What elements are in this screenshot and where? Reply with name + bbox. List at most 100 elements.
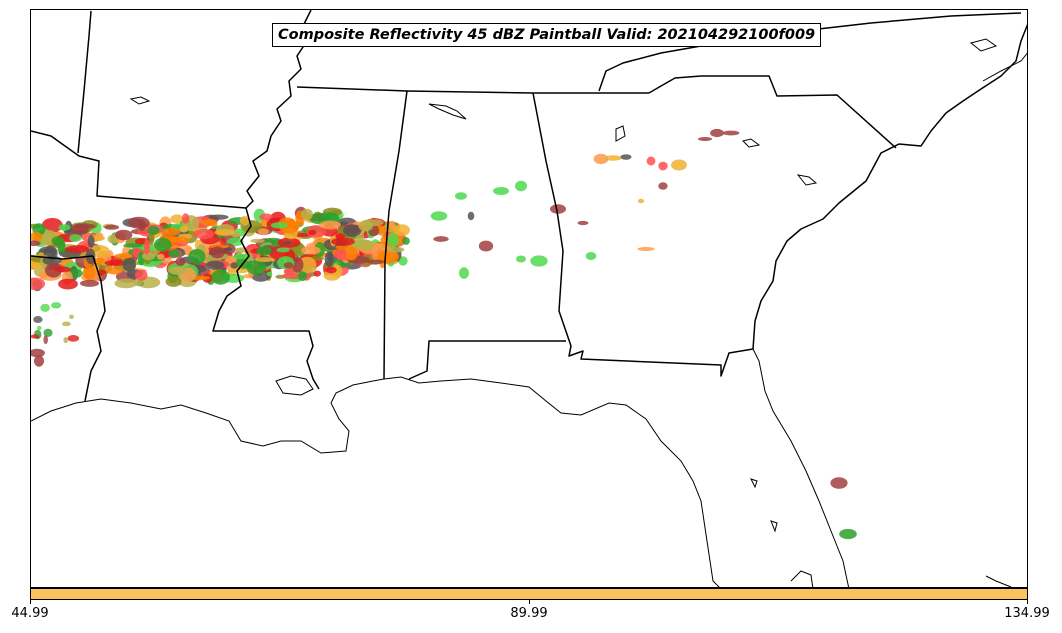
paintball-blob	[387, 232, 399, 248]
paintball-blob	[82, 265, 96, 281]
paintball-blob	[516, 255, 526, 263]
al-ga-border	[532, 92, 754, 377]
paintball-blob	[210, 246, 225, 259]
paintball-blob	[179, 225, 189, 233]
lake-fl-2	[770, 520, 778, 533]
paintball-blob	[205, 260, 225, 270]
paintball-blob	[40, 303, 50, 312]
paintball-blob	[122, 257, 136, 272]
paintball-blob	[593, 153, 609, 165]
colorbar-tick-label-1: 44.99	[11, 606, 49, 621]
paintball-blob	[671, 159, 687, 171]
paintball-blob	[710, 128, 724, 138]
paintball-blob	[493, 187, 509, 195]
state-borders	[31, 10, 1027, 402]
colorbar	[30, 588, 1028, 600]
paintball-blob	[839, 528, 857, 540]
colorbar-tick-3	[1027, 600, 1028, 604]
paintball-blob	[105, 266, 123, 275]
paintball-blob	[658, 161, 668, 171]
paintball-blob	[358, 220, 374, 232]
florida-peninsula-east	[752, 348, 850, 587]
map-canvas	[31, 10, 1027, 587]
paintball-blob	[331, 237, 355, 246]
paintball-blob	[325, 266, 337, 274]
paintball-blob	[637, 198, 645, 204]
paintball-blob	[270, 222, 288, 229]
paintball-blob	[143, 239, 150, 255]
paintball-blob	[333, 265, 343, 278]
paintball-blob	[165, 276, 182, 287]
paintball-blob	[168, 249, 181, 258]
lake-fl-1	[750, 478, 758, 489]
paintball-blob	[123, 243, 143, 248]
paintball-blob	[478, 240, 494, 252]
paintball-blob	[36, 325, 42, 331]
paintball-blob	[142, 251, 156, 261]
paintball-blob	[200, 219, 217, 226]
lake-al	[428, 103, 467, 120]
paintball-blob	[193, 228, 215, 239]
paintball-blob	[147, 225, 160, 235]
paintball-blob	[208, 214, 229, 220]
paintball-blob	[402, 237, 410, 245]
map-title: Composite Reflectivity 45 dBZ Paintball …	[272, 23, 822, 47]
paintball-blob	[301, 208, 313, 220]
paintball-blob	[39, 232, 55, 246]
la-west-border	[84, 255, 106, 402]
paintball-blob	[175, 257, 186, 266]
paintball-blob	[31, 334, 40, 339]
colorbar-tick-label-3: 134.99	[1004, 606, 1050, 621]
paintball-blob	[515, 180, 527, 192]
paintball-blob	[168, 266, 187, 275]
paintball-blob	[433, 236, 449, 242]
paintball-blob	[283, 262, 293, 269]
paintball-blob	[352, 239, 375, 251]
colorbar-tick-1	[30, 600, 31, 604]
paintball-blob	[386, 246, 405, 253]
colorbar-tick-label-2: 89.99	[510, 606, 548, 621]
paintball-blob	[266, 271, 273, 277]
lake-sc	[742, 138, 761, 148]
paintball-blob	[115, 229, 133, 241]
coastlines	[31, 38, 1027, 587]
paintball-blob	[31, 240, 41, 247]
paintball-blob	[182, 213, 190, 224]
ms-la-border	[212, 207, 320, 390]
colorbar-tick-2	[529, 600, 530, 604]
map-frame: Composite Reflectivity 45 dBZ Paintball …	[30, 9, 1028, 588]
paintball-blob	[658, 182, 668, 190]
paintball-blob	[33, 316, 43, 323]
arkansas-border-north	[31, 130, 247, 209]
ar-west-border	[77, 10, 92, 154]
lake-tn	[969, 38, 998, 52]
paintball-blob	[459, 267, 469, 279]
paintball-blob	[259, 213, 273, 221]
paintball-blob	[39, 249, 56, 254]
paintball-blob	[69, 234, 82, 242]
paintball-blob	[31, 348, 45, 358]
paintball-blob	[43, 335, 48, 345]
paintball-blob	[393, 224, 411, 236]
paintball-blob	[51, 302, 62, 309]
paintball-blob	[104, 260, 127, 266]
paintball-blob	[153, 237, 172, 252]
lake-ms	[129, 96, 151, 105]
paintball-blob	[283, 267, 296, 276]
paintball-blob	[214, 229, 235, 236]
paintball-blob	[291, 256, 304, 273]
paintball-blob	[80, 279, 99, 287]
la-ar-border	[31, 255, 94, 260]
paintball-blob	[577, 220, 589, 226]
paintball-blob	[297, 271, 308, 282]
paintball-blob	[134, 269, 148, 281]
paintball-blob	[45, 263, 62, 278]
paintball-blob	[161, 228, 181, 236]
paintball-blob	[211, 269, 231, 285]
paintball-blob	[58, 278, 78, 290]
paintball-blob	[255, 257, 275, 262]
paintball-blob	[31, 277, 46, 291]
paintball-blob	[227, 237, 244, 247]
paintball-blob	[722, 130, 740, 136]
paintball-blob	[585, 252, 597, 260]
